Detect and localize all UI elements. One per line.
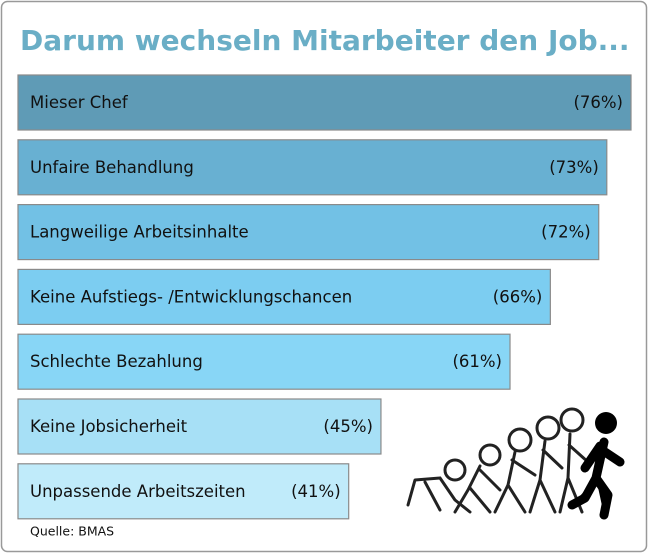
value-label: (76%) [573, 93, 623, 112]
value-label: (66%) [493, 287, 543, 306]
source: Quelle: BMAS [30, 524, 114, 539]
value-label: (72%) [541, 223, 591, 242]
category-label: Unpassende Arbeitszeiten [30, 482, 246, 501]
bar [17, 139, 608, 196]
category-label: Mieser Chef [30, 93, 129, 112]
bar [17, 74, 632, 131]
bar [17, 333, 511, 390]
category-label: Unfaire Behandlung [30, 158, 194, 177]
category-label: Keine Jobsicherheit [30, 417, 188, 436]
bar [17, 463, 350, 520]
category-label: Schlechte Bezahlung [30, 352, 203, 371]
category-label: Langweilige Arbeitsinhalte [30, 223, 249, 242]
chart-title: Darum wechseln Mitarbeiter den Job... [20, 24, 630, 57]
walking-icon [406, 407, 625, 520]
value-label: (45%) [323, 417, 373, 436]
value-label: (73%) [549, 158, 599, 177]
bar [17, 268, 551, 325]
value-label: (61%) [452, 352, 502, 371]
category-label: Keine Aufstiegs- /Entwicklungschancen [30, 287, 352, 306]
bar [17, 398, 382, 455]
value-label: (41%) [291, 482, 341, 501]
bar [17, 204, 600, 261]
